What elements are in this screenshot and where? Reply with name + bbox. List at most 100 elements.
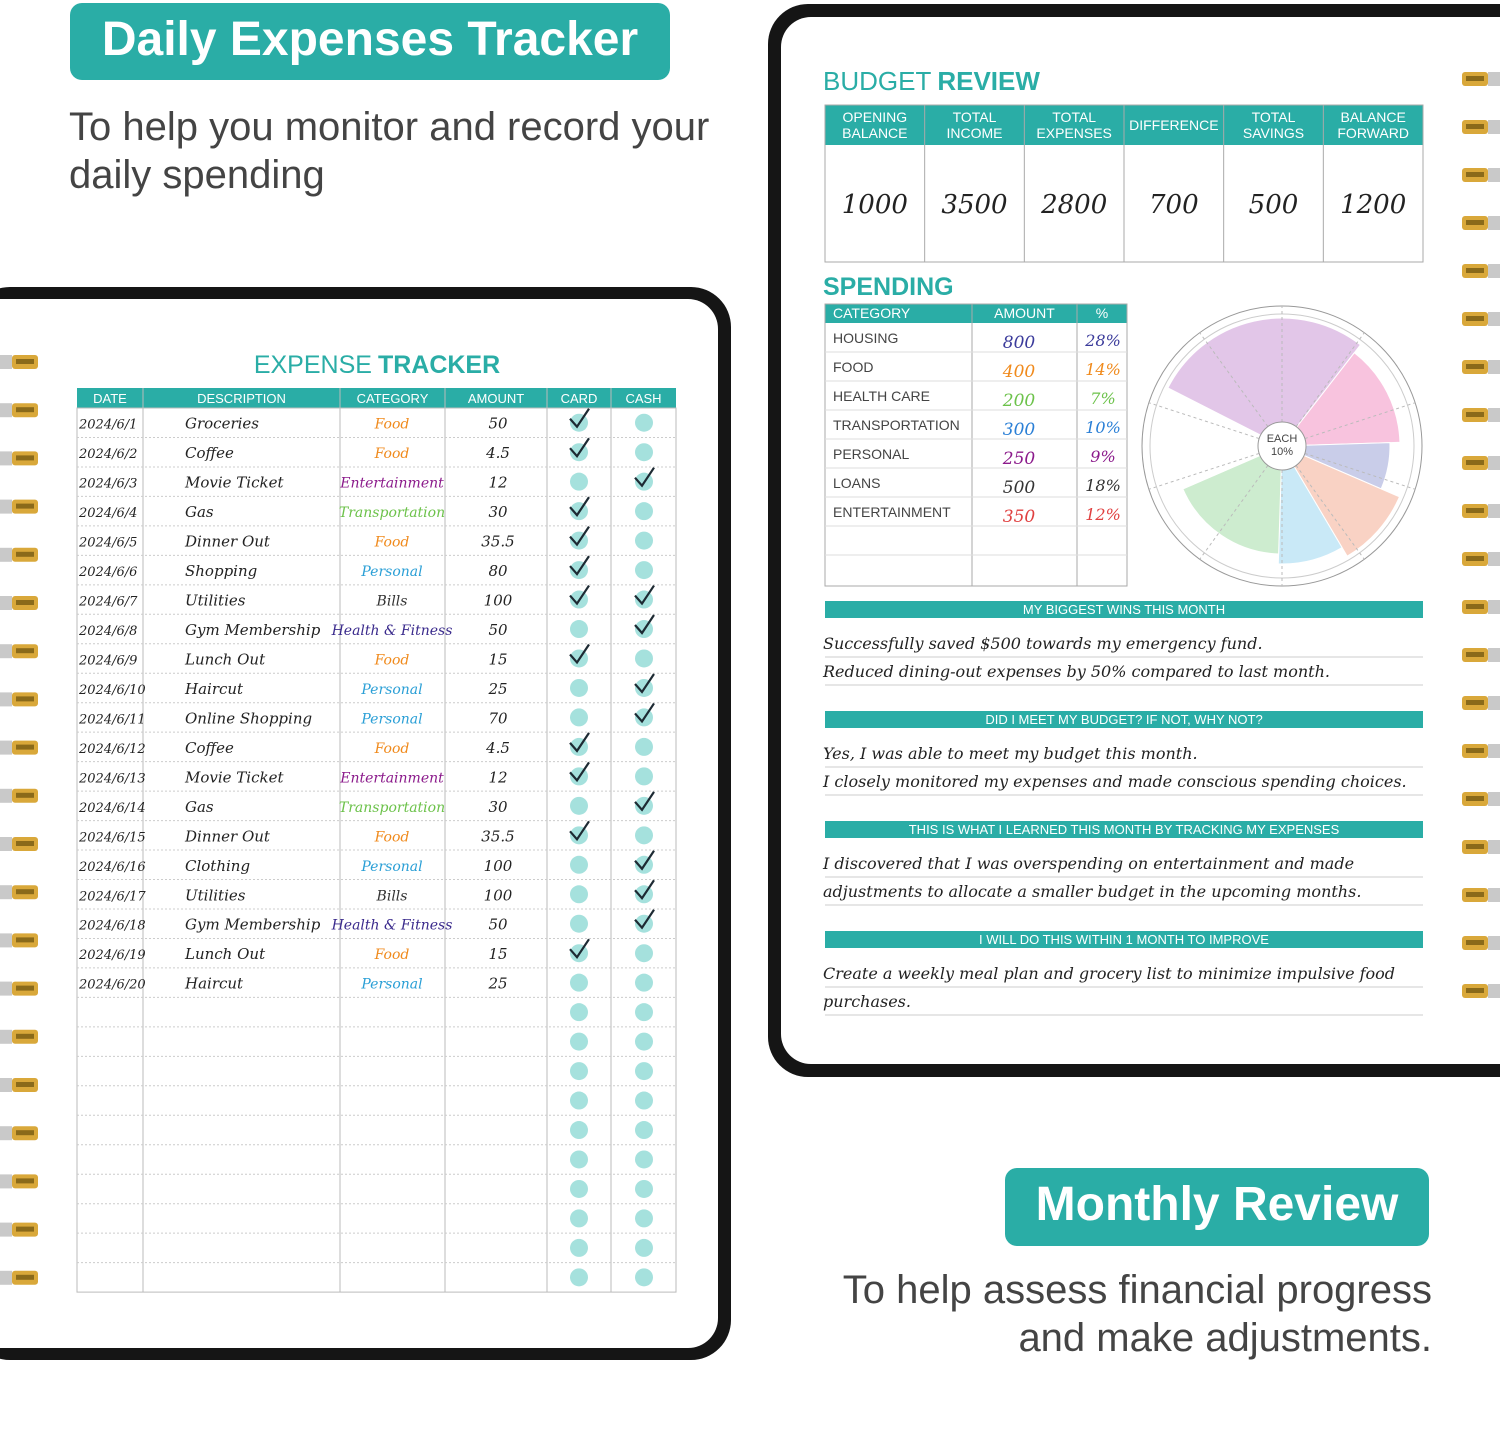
- checkmark: [634, 879, 655, 901]
- checkbox: [570, 472, 588, 491]
- checkmark: [569, 437, 590, 459]
- spiral-ring: [1466, 748, 1484, 753]
- spiral-ring: [1488, 792, 1500, 806]
- spiral-ring: [0, 644, 12, 659]
- column-header: CATEGORY: [357, 391, 429, 406]
- spiral-ring: [1488, 744, 1500, 758]
- description: Dinner Out: [184, 827, 271, 845]
- title-bold: REVIEW: [937, 66, 1040, 96]
- spiral-ring: [1488, 456, 1500, 470]
- description: Coffee: [185, 444, 234, 462]
- category: Food: [374, 741, 410, 757]
- date: 2024/6/17: [78, 889, 146, 904]
- column-header: AMOUNT: [468, 391, 524, 406]
- section-title: DID I MEET MY BUDGET? IF NOT, WHY NOT?: [985, 712, 1262, 727]
- spiral-ring: [1488, 840, 1500, 854]
- column-header: CATEGORY: [833, 305, 911, 321]
- spiral-ring: [0, 596, 12, 610]
- spiral-ring: [0, 933, 12, 948]
- checkmark: [569, 938, 590, 960]
- pie-label: 10%: [1271, 446, 1293, 458]
- percent: 14%: [1085, 360, 1121, 379]
- checkbox: [635, 1238, 653, 1257]
- handwritten-note: purchases.: [823, 992, 911, 1011]
- spiral-ring: [0, 1078, 12, 1092]
- spiral-ring: [1488, 408, 1500, 422]
- budget-value: 700: [1149, 190, 1199, 220]
- table-header: [77, 388, 676, 408]
- checkbox: [570, 620, 588, 639]
- column-header: CARD: [561, 391, 598, 406]
- spiral-ring: [0, 403, 12, 418]
- checkbox: [635, 973, 653, 992]
- pie-wedge: [1277, 444, 1343, 565]
- category: Food: [374, 947, 410, 963]
- checkbox: [570, 1268, 588, 1287]
- amount: 30: [488, 798, 508, 816]
- spiral-ring: [1488, 168, 1500, 182]
- pie-divider: [1199, 445, 1283, 560]
- spiral-ring: [16, 889, 34, 895]
- checkmark: [569, 820, 590, 842]
- description: Utilities: [185, 592, 246, 610]
- checkbox: [635, 1091, 653, 1110]
- spiral-ring: [0, 788, 12, 803]
- column-header: OPENING: [843, 109, 908, 125]
- checkbox: [635, 1209, 653, 1228]
- header-title: Daily Expenses Tracker: [102, 13, 638, 66]
- percent: 9%: [1090, 447, 1115, 466]
- checkbox: [635, 1179, 653, 1198]
- checkbox: [570, 708, 588, 727]
- percent: 10%: [1085, 418, 1121, 437]
- pie-divider: [1281, 445, 1365, 560]
- spiral-ring: [0, 499, 12, 514]
- checkbox: [635, 737, 653, 756]
- checkbox: [570, 1209, 588, 1228]
- date: 2024/6/2: [78, 447, 137, 462]
- category: Personal: [360, 711, 422, 727]
- column-header: TOTAL: [1252, 109, 1296, 125]
- amount: 25: [487, 975, 507, 993]
- amount: 50: [488, 916, 508, 934]
- spiral-ring: [16, 696, 34, 702]
- spiral-ring: [16, 551, 34, 557]
- date: 2024/6/14: [78, 801, 146, 816]
- category: ENTERTAINMENT: [833, 504, 951, 520]
- spiral-ring: [0, 692, 12, 707]
- spiral-ring: [0, 1029, 12, 1044]
- description: Movie Ticket: [184, 768, 284, 786]
- category: Health & Fitness: [331, 623, 453, 639]
- spiral-ring: [16, 841, 34, 846]
- pie-divider: [1199, 332, 1283, 447]
- spiral-ring: [1488, 504, 1500, 518]
- checkbox: [570, 1179, 588, 1198]
- amount: 50: [488, 621, 508, 639]
- spiral-ring: [1466, 844, 1484, 849]
- header-subtitle: daily spending: [69, 153, 325, 197]
- percent: 18%: [1085, 476, 1121, 495]
- section-title: MY BIGGEST WINS THIS MONTH: [1023, 602, 1225, 617]
- date: 2024/6/5: [78, 536, 137, 551]
- category: FOOD: [833, 359, 873, 375]
- column-header: DESCRIPTION: [197, 391, 286, 406]
- spiral-ring: [0, 1174, 12, 1189]
- date: 2024/6/18: [78, 919, 146, 934]
- spiral-ring: [1488, 888, 1500, 902]
- notebook-page: [781, 17, 1500, 1064]
- checkmark: [634, 614, 655, 635]
- spiral-ring: [0, 1126, 12, 1141]
- table-header: [825, 304, 1127, 323]
- spiral-ring: [1466, 364, 1484, 369]
- budget-value: 2800: [1040, 190, 1107, 220]
- spiral-ring: [1466, 508, 1484, 513]
- pie-label: EACH: [1267, 433, 1298, 445]
- spiral-ring: [16, 937, 34, 943]
- checkbox: [635, 502, 653, 521]
- footer-subtitle: To help assess financial progress: [843, 1268, 1432, 1312]
- date: 2024/6/8: [78, 624, 137, 639]
- category: LOANS: [833, 475, 880, 491]
- amount: 4.5: [485, 739, 510, 757]
- category: HOUSING: [833, 330, 898, 346]
